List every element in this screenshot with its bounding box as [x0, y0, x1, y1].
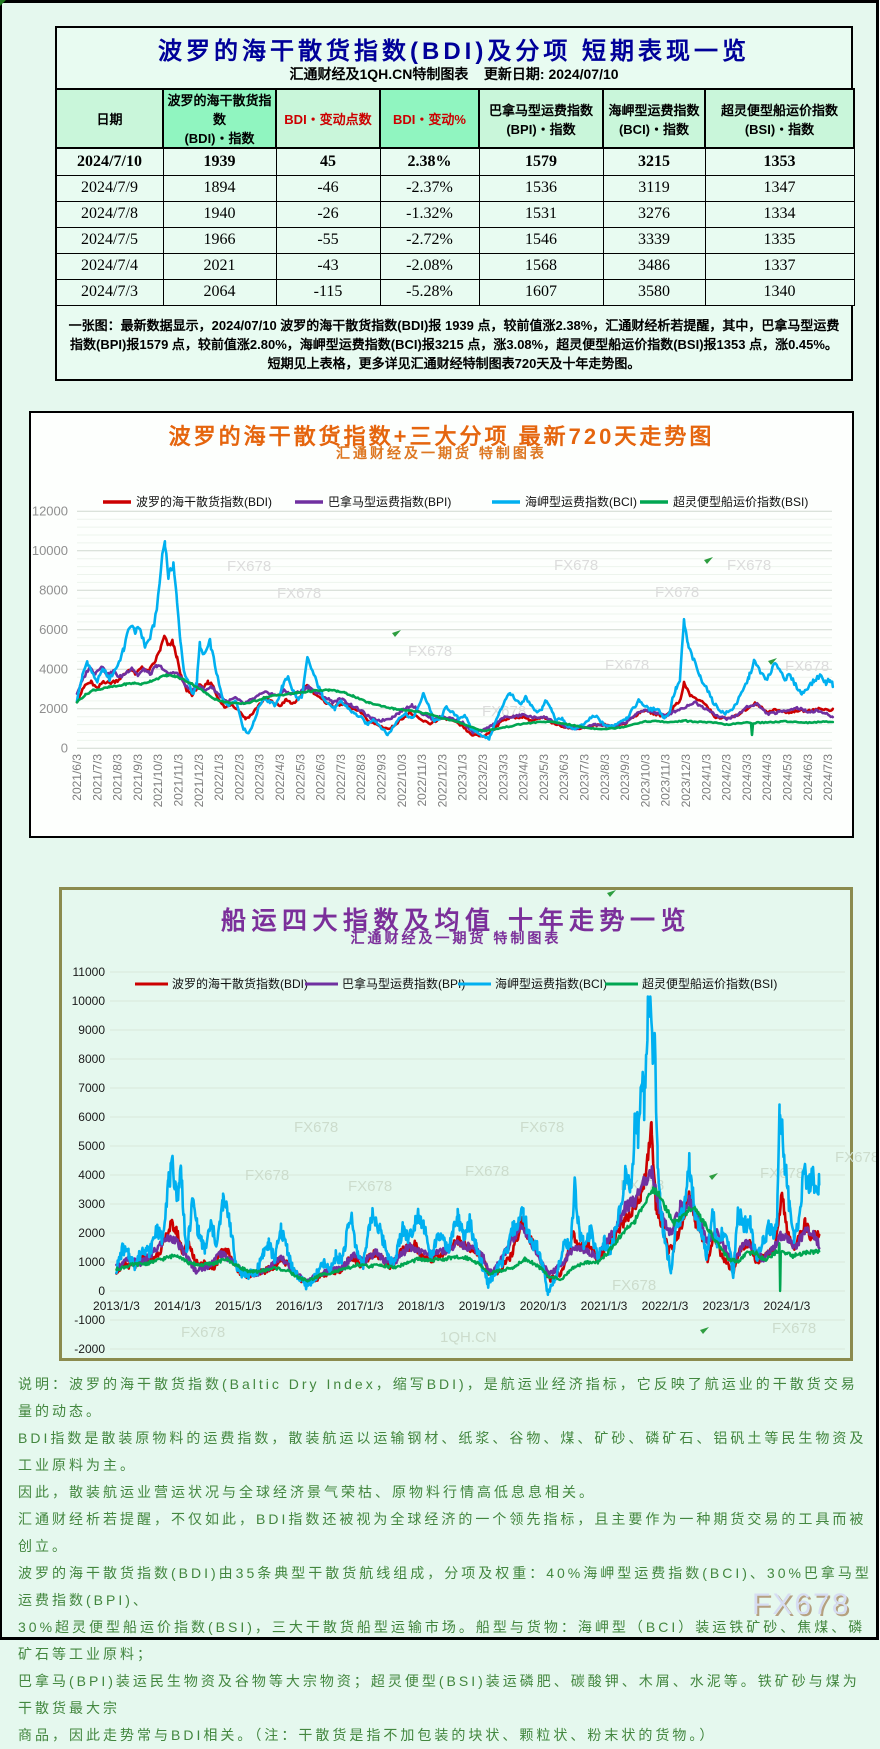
- svg-text:2023/5/3: 2023/5/3: [537, 754, 551, 801]
- svg-text:2013/1/3: 2013/1/3: [93, 1299, 140, 1313]
- svg-text:FX678: FX678: [408, 643, 452, 660]
- svg-text:FX678: FX678: [727, 557, 771, 574]
- svg-text:2021/1/3: 2021/1/3: [581, 1299, 628, 1313]
- svg-text:2022/8/3: 2022/8/3: [354, 754, 368, 801]
- svg-text:10000: 10000: [32, 543, 68, 558]
- svg-text:2021/6/3: 2021/6/3: [70, 754, 84, 801]
- svg-text:FX678: FX678: [655, 584, 699, 601]
- svg-text:2024/4/3: 2024/4/3: [760, 754, 774, 801]
- svg-text:巴拿马型运费指数(BPI): 巴拿马型运费指数(BPI): [328, 494, 451, 509]
- svg-text:2023/6/3: 2023/6/3: [557, 754, 571, 801]
- svg-text:2022/7/3: 2022/7/3: [334, 754, 348, 801]
- svg-text:2000: 2000: [78, 1226, 105, 1240]
- svg-text:2020/1/3: 2020/1/3: [520, 1299, 567, 1313]
- svg-text:8000: 8000: [39, 582, 68, 597]
- svg-text:2023/10/3: 2023/10/3: [638, 754, 652, 808]
- svg-text:2024/3/3: 2024/3/3: [740, 754, 754, 801]
- svg-text:0: 0: [98, 1284, 105, 1298]
- svg-text:2022/5/3: 2022/5/3: [293, 754, 307, 801]
- svg-text:FX678: FX678: [785, 658, 829, 675]
- svg-text:2023/12/3: 2023/12/3: [679, 754, 693, 808]
- svg-text:波罗的海干散货指数(BDI): 波罗的海干散货指数(BDI): [172, 976, 308, 991]
- svg-text:2022/1/3: 2022/1/3: [212, 754, 226, 801]
- svg-text:0: 0: [61, 740, 68, 755]
- svg-text:FX678: FX678: [760, 1165, 804, 1182]
- svg-text:FX678: FX678: [181, 1324, 225, 1341]
- svg-text:2023/1/3: 2023/1/3: [703, 1299, 750, 1313]
- svg-text:2022/4/3: 2022/4/3: [273, 754, 287, 801]
- svg-text:1000: 1000: [78, 1255, 105, 1269]
- svg-text:超灵便型船运价指数(BSI): 超灵便型船运价指数(BSI): [642, 976, 777, 991]
- svg-text:2021/12/3: 2021/12/3: [192, 754, 206, 808]
- svg-text:FX678: FX678: [465, 1163, 509, 1180]
- svg-text:2024/7/3: 2024/7/3: [821, 754, 835, 801]
- svg-text:2022/1/3: 2022/1/3: [642, 1299, 689, 1313]
- svg-text:2023/11/3: 2023/11/3: [659, 754, 673, 807]
- svg-text:巴拿马型运费指数(BPI): 巴拿马型运费指数(BPI): [342, 976, 465, 991]
- svg-text:2022/3/3: 2022/3/3: [253, 754, 267, 801]
- svg-text:2023/8/3: 2023/8/3: [598, 754, 612, 801]
- svg-text:2022/2/3: 2022/2/3: [232, 754, 246, 801]
- svg-text:2022/11/3: 2022/11/3: [415, 754, 429, 807]
- svg-text:12000: 12000: [32, 503, 68, 518]
- svg-text:8000: 8000: [78, 1052, 105, 1066]
- svg-text:7000: 7000: [78, 1081, 105, 1095]
- svg-text:海岬型运费指数(BCI): 海岬型运费指数(BCI): [495, 976, 607, 991]
- svg-text:2024/1/3: 2024/1/3: [764, 1299, 811, 1313]
- svg-text:6000: 6000: [78, 1110, 105, 1124]
- svg-text:2024/6/3: 2024/6/3: [801, 754, 815, 801]
- svg-text:2018/1/3: 2018/1/3: [398, 1299, 445, 1313]
- svg-text:10000: 10000: [72, 994, 106, 1008]
- svg-text:9000: 9000: [78, 1023, 105, 1037]
- svg-text:2024/2/3: 2024/2/3: [720, 754, 734, 801]
- svg-text:超灵便型船运价指数(BSI): 超灵便型船运价指数(BSI): [673, 494, 808, 509]
- svg-text:FX678: FX678: [520, 1119, 564, 1136]
- svg-text:2023/4/3: 2023/4/3: [517, 754, 531, 801]
- svg-text:2000: 2000: [39, 701, 68, 716]
- svg-text:2022/10/3: 2022/10/3: [395, 754, 409, 808]
- svg-text:2014/1/3: 2014/1/3: [154, 1299, 201, 1313]
- svg-text:2024/5/3: 2024/5/3: [781, 754, 795, 801]
- svg-text:2017/1/3: 2017/1/3: [337, 1299, 384, 1313]
- svg-text:FX678: FX678: [772, 1320, 816, 1337]
- svg-text:2023/9/3: 2023/9/3: [618, 754, 632, 801]
- svg-text:2021/9/3: 2021/9/3: [131, 754, 145, 801]
- svg-text:2021/11/3: 2021/11/3: [172, 754, 186, 807]
- svg-text:2021/8/3: 2021/8/3: [111, 754, 125, 801]
- svg-text:2023/7/3: 2023/7/3: [578, 754, 592, 801]
- svg-text:FX678: FX678: [612, 1277, 656, 1294]
- svg-text:FX678: FX678: [294, 1119, 338, 1136]
- svg-text:1QH.CN: 1QH.CN: [440, 1329, 497, 1346]
- svg-text:2023/1/3: 2023/1/3: [456, 754, 470, 801]
- svg-text:FX678: FX678: [245, 1167, 289, 1184]
- svg-text:2019/1/3: 2019/1/3: [459, 1299, 506, 1313]
- svg-text:2023/3/3: 2023/3/3: [496, 754, 510, 801]
- svg-text:6000: 6000: [39, 622, 68, 637]
- svg-text:-2000: -2000: [74, 1342, 105, 1356]
- svg-text:FX678: FX678: [605, 657, 649, 674]
- svg-text:2022/9/3: 2022/9/3: [375, 754, 389, 801]
- svg-text:海岬型运费指数(BCI): 海岬型运费指数(BCI): [525, 494, 637, 509]
- svg-text:2021/10/3: 2021/10/3: [151, 754, 165, 808]
- svg-text:2016/1/3: 2016/1/3: [276, 1299, 323, 1313]
- svg-text:4000: 4000: [78, 1168, 105, 1182]
- svg-text:FX678: FX678: [348, 1178, 392, 1195]
- svg-text:2023/2/3: 2023/2/3: [476, 754, 490, 801]
- svg-text:2024/1/3: 2024/1/3: [699, 754, 713, 801]
- svg-text:2022/6/3: 2022/6/3: [314, 754, 328, 801]
- svg-text:2015/1/3: 2015/1/3: [215, 1299, 262, 1313]
- svg-text:FX678: FX678: [277, 585, 321, 602]
- svg-text:FX678: FX678: [554, 557, 598, 574]
- svg-text:FX678: FX678: [835, 1149, 879, 1166]
- svg-text:波罗的海干散货指数(BDI): 波罗的海干散货指数(BDI): [136, 494, 272, 509]
- svg-text:2022/12/3: 2022/12/3: [435, 754, 449, 808]
- svg-text:5000: 5000: [78, 1139, 105, 1153]
- svg-text:-1000: -1000: [74, 1313, 105, 1327]
- svg-text:3000: 3000: [78, 1197, 105, 1211]
- svg-text:FX678: FX678: [227, 558, 271, 575]
- svg-text:11000: 11000: [73, 965, 106, 979]
- svg-text:4000: 4000: [39, 661, 68, 676]
- svg-text:2021/7/3: 2021/7/3: [90, 754, 104, 801]
